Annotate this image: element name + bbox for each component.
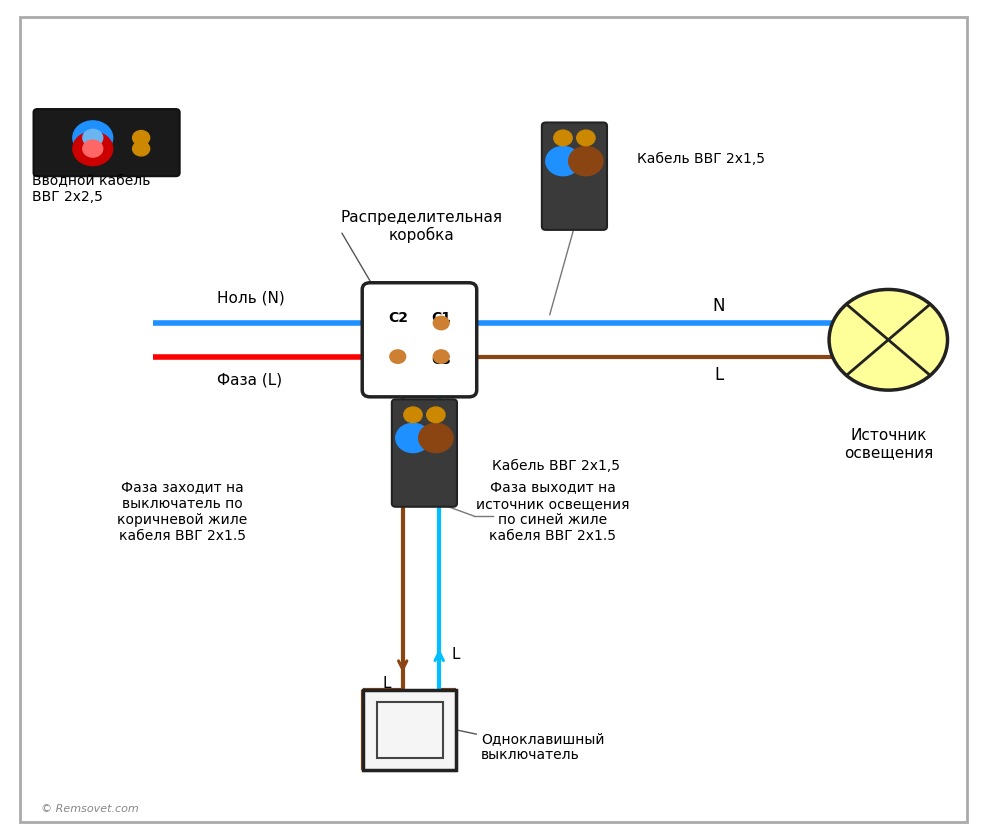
FancyBboxPatch shape [362,283,476,397]
FancyBboxPatch shape [20,17,966,822]
Circle shape [426,407,445,423]
Text: C1: C1 [431,310,451,325]
Circle shape [576,130,595,146]
Text: Источник
освещения: Источник освещения [843,428,932,461]
Text: N: N [712,297,724,315]
Circle shape [389,350,405,363]
Text: Одноклавишный
выключатель: Одноклавишный выключатель [480,732,604,762]
Text: Фаза выходит на
источник освещения
по синей жиле
кабеля ВВГ 2х1.5: Фаза выходит на источник освещения по си… [475,481,629,543]
Text: Кабель ВВГ 2х1,5: Кабель ВВГ 2х1,5 [636,153,764,166]
Text: Ноль (N): Ноль (N) [217,290,285,305]
Text: Фаза (L): Фаза (L) [217,373,282,388]
Circle shape [433,350,449,363]
Text: Фаза заходит на
выключатель по
коричневой жиле
кабеля ВВГ 2х1.5: Фаза заходит на выключатель по коричнево… [117,481,247,543]
Circle shape [418,424,453,452]
Circle shape [83,129,103,146]
Circle shape [433,316,449,330]
FancyBboxPatch shape [363,690,456,770]
Circle shape [132,142,150,156]
Text: L: L [382,676,390,691]
Circle shape [83,140,103,157]
Text: Вводной кабель
ВВГ 2х2,5: Вводной кабель ВВГ 2х2,5 [32,174,150,204]
Circle shape [73,121,112,154]
Text: Кабель ВВГ 2х1,5: Кабель ВВГ 2х1,5 [491,459,619,472]
Circle shape [553,130,572,146]
Text: C2: C2 [387,310,407,325]
Text: C3: C3 [431,353,451,367]
Text: L: L [713,366,723,384]
Circle shape [828,289,947,390]
Text: L: L [451,647,459,662]
FancyBboxPatch shape [391,399,457,507]
Circle shape [395,424,430,452]
FancyBboxPatch shape [34,109,179,176]
Circle shape [132,131,150,145]
Text: © Remsovet.com: © Remsovet.com [41,804,139,814]
FancyBboxPatch shape [376,701,442,758]
Circle shape [73,132,112,165]
Circle shape [403,407,422,423]
Circle shape [545,147,580,175]
Circle shape [568,147,602,175]
FancyBboxPatch shape [541,122,606,230]
Text: Распределительная
коробка: Распределительная коробка [340,210,502,243]
